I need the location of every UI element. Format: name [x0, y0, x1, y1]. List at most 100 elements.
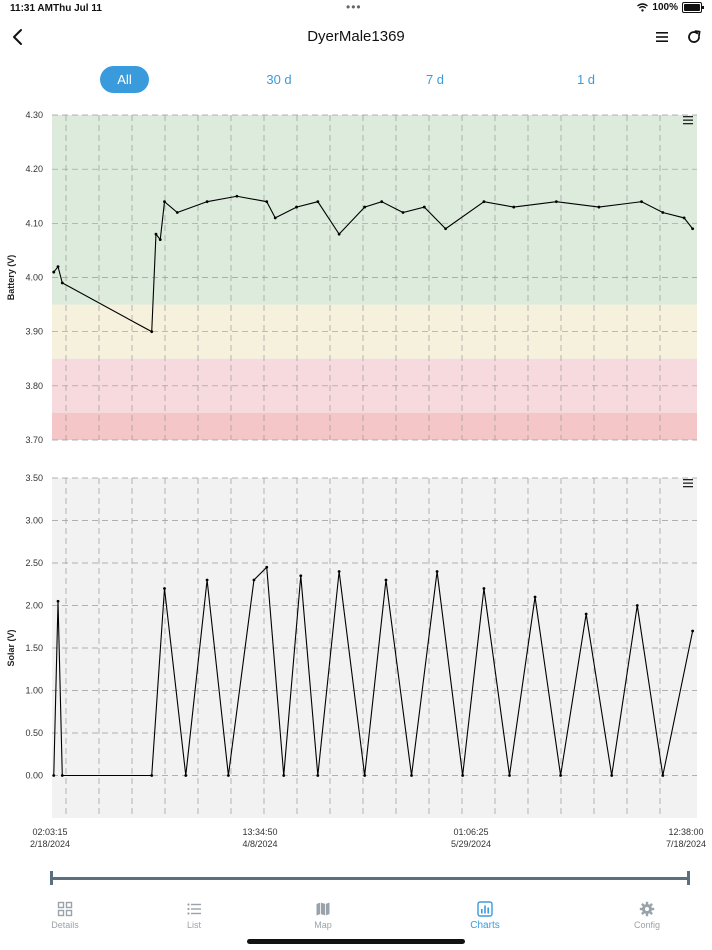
data-point: [60, 774, 64, 777]
y-tick-label: 4.10: [25, 218, 43, 228]
chart-menu-icon-bar: [683, 119, 693, 121]
x-tick-time: 13:34:50: [242, 827, 277, 837]
data-point: [150, 330, 154, 334]
data-point: [265, 200, 269, 204]
y-tick-label: 3.80: [25, 381, 43, 391]
tab-charts[interactable]: Charts: [435, 895, 535, 931]
multitasking-dots-icon[interactable]: •••: [346, 0, 362, 14]
x-tick-date: 4/8/2024: [242, 839, 277, 849]
gear-icon: [639, 901, 655, 917]
data-point: [661, 211, 665, 214]
series-line: [53, 195, 694, 333]
x-tick-time: 01:06:25: [453, 827, 488, 837]
data-point: [610, 774, 614, 777]
tab-list[interactable]: List: [144, 895, 244, 930]
data-point: [363, 774, 367, 777]
x-tick-date: 2/18/2024: [30, 839, 70, 849]
refresh-button[interactable]: [684, 27, 704, 47]
charts-container: 4.30 4.20 4.10 4.00 3.90 3.80 3.70 Battery (V) 3…: [0, 105, 712, 865]
chart-menu-icon[interactable]: [683, 479, 693, 488]
data-point: [52, 270, 56, 274]
back-button[interactable]: [8, 26, 30, 48]
y-tick-label: 3.50: [25, 473, 43, 483]
y-tick-label: 4.00: [25, 273, 43, 283]
tab-charts-label: Charts: [470, 920, 500, 931]
bar-chart-icon: [477, 901, 493, 917]
data-point: [56, 599, 60, 603]
data-point: [158, 238, 162, 241]
tab-config[interactable]: Config: [597, 895, 697, 930]
data-point: [265, 565, 269, 569]
data-point: [295, 205, 298, 209]
page-title: DyerMale1369: [307, 28, 405, 45]
battery-icon: [682, 2, 704, 13]
data-point: [226, 774, 230, 777]
y-tick-label: 2.50: [25, 558, 43, 568]
charts-svg[interactable]: 4.30 4.20 4.10 4.00 3.90 3.80 3.70 Battery (V) 3…: [0, 105, 712, 865]
data-point: [482, 200, 486, 204]
tab-config-label: Config: [633, 920, 660, 930]
y-tick-label: 3.70: [25, 435, 43, 445]
data-point: [533, 595, 537, 599]
data-point: [682, 216, 686, 220]
tab-bar: Details List Map Charts: [0, 895, 712, 950]
status-right: 100%: [637, 2, 704, 13]
segment-30d[interactable]: 30 d: [266, 72, 292, 87]
data-point: [584, 612, 588, 616]
slider-handle-end[interactable]: [687, 871, 690, 885]
y-tick-label: 0.00: [25, 771, 43, 781]
y-tick-label: 3.90: [25, 327, 43, 337]
data-point: [410, 774, 413, 777]
tab-details[interactable]: Details: [15, 895, 115, 930]
data-point: [661, 774, 665, 777]
data-point: [508, 774, 511, 777]
data-point: [482, 587, 486, 590]
data-point: [337, 570, 341, 573]
y-tick-label: 4.20: [25, 164, 43, 174]
data-point: [299, 574, 303, 578]
data-point: [154, 232, 158, 236]
y-axis-label: Battery (V): [6, 255, 16, 301]
slider-handle-start[interactable]: [50, 871, 53, 885]
x-tick-time: 12:38:00: [668, 827, 703, 837]
data-point: [60, 281, 64, 285]
segment-7d[interactable]: 7 d: [425, 72, 445, 87]
data-point: [363, 205, 367, 209]
threshold-zone: [52, 412, 697, 440]
wifi-icon: [637, 3, 649, 12]
data-point: [316, 200, 320, 204]
data-point: [282, 774, 286, 777]
segment-all[interactable]: All: [100, 66, 149, 93]
menu-button[interactable]: [652, 27, 672, 47]
data-point: [444, 227, 448, 231]
battery-percent: 100%: [652, 2, 678, 13]
data-point: [554, 200, 558, 204]
segment-1d[interactable]: 1 d: [576, 72, 596, 87]
hamburger-menu-icon: [656, 32, 668, 42]
data-point: [691, 227, 695, 231]
data-point: [175, 211, 179, 214]
chart-menu-icon-bar: [683, 482, 693, 484]
data-point: [380, 200, 384, 204]
slider-track[interactable]: [50, 877, 690, 880]
data-point: [512, 205, 516, 209]
y-tick-label: 2.00: [25, 601, 43, 611]
data-point: [691, 629, 695, 633]
tab-map[interactable]: Map: [273, 895, 373, 930]
x-tick-date: 5/29/2024: [451, 839, 491, 849]
home-indicator: [247, 939, 465, 944]
data-point: [435, 570, 439, 573]
range-slider[interactable]: [50, 871, 690, 885]
chart-menu-icon[interactable]: [683, 116, 693, 125]
grid-icon: [57, 901, 73, 917]
data-point: [422, 205, 426, 209]
data-point: [205, 200, 209, 204]
data-point: [461, 774, 465, 777]
data-point: [52, 774, 56, 777]
time-range-selector: All 30 d 7 d 1 d: [0, 66, 712, 94]
data-point: [252, 578, 256, 582]
status-bar: 11:31 AM Thu Jul 11 ••• 100%: [0, 0, 712, 18]
status-time: 11:31 AM: [10, 3, 53, 14]
data-point: [56, 265, 60, 269]
y-tick-label: 1.00: [25, 686, 43, 696]
